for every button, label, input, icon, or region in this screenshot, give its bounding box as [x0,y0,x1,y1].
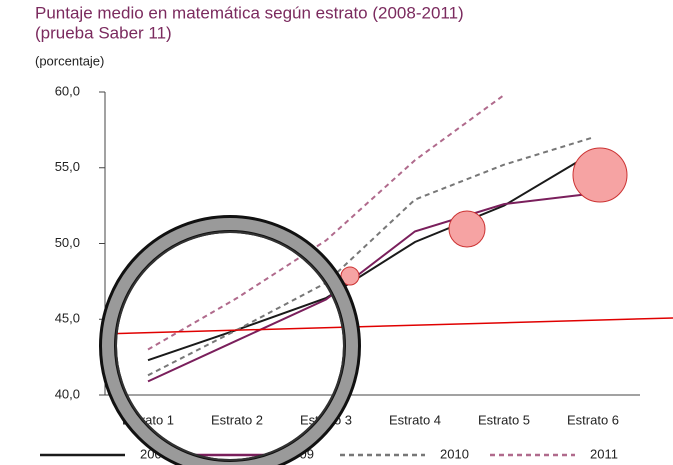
annotation-overlay [99,147,673,465]
y-tick-label: 60,0 [55,83,80,98]
x-tick-label: Estrato 5 [478,412,530,427]
y-tick-label: 50,0 [55,235,80,250]
legend-label: 2010 [440,446,469,461]
series-line [147,192,594,383]
highlight-circle [448,210,486,248]
red-line [99,317,673,335]
y-tick-label: 55,0 [55,159,80,174]
y-axis-label: (porcentaje) [35,53,104,68]
magnifier-edge [115,231,345,461]
highlight-circle [340,266,360,286]
y-tick-label: 45,0 [55,311,80,326]
series-line [147,136,594,377]
legend-label: 2011 [590,446,618,461]
x-tick-label: Estrato 4 [389,412,441,427]
chart-title: Puntaje medio en matemática según estrat… [35,3,464,22]
x-tick-label: Estrato 6 [567,412,619,427]
highlight-circle [572,147,628,203]
magnifier-ring-inner [102,218,358,465]
series-line [147,94,505,351]
x-tick-label: Estrato 2 [211,412,263,427]
y-tick-label: 40,0 [55,386,80,401]
series-line [147,151,594,362]
chart-subtitle: (prueba Saber 11) [35,23,172,42]
